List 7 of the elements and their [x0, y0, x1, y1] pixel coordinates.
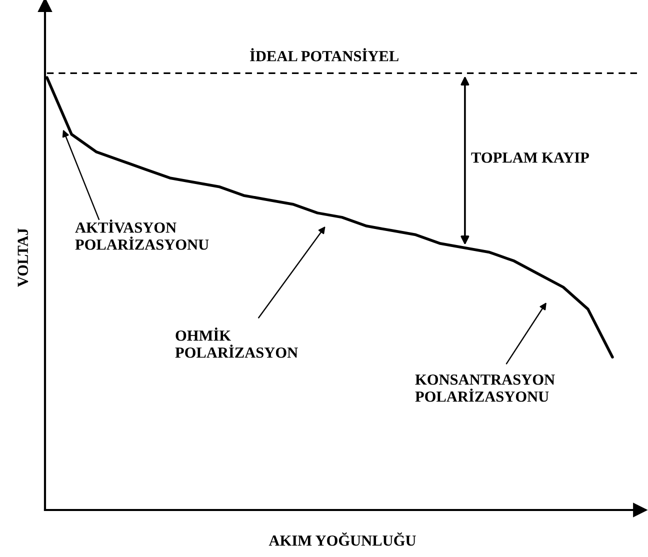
- annotation: KONSANTRASYON POLARİZASYONU: [415, 374, 555, 402]
- annotation: OHMİK POLARİZASYON: [175, 328, 298, 358]
- annotation: AKTİVASYON POLARİZASYONU: [75, 220, 209, 250]
- series-label: İDEAL POTANSİYEL: [250, 48, 398, 62]
- x-axis-title: AKIM YOĞUNLUĞU: [268, 532, 416, 546]
- annotation: TOPLAM KAYIP: [471, 152, 589, 163]
- y-axis-title: VOLTAJ: [18, 228, 28, 287]
